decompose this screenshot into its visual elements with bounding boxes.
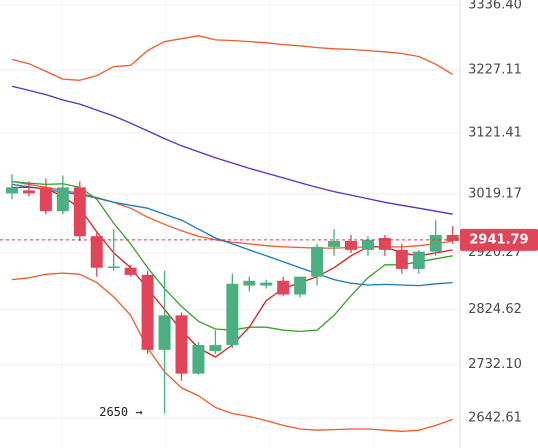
candle-body — [6, 187, 18, 194]
candle-body — [294, 276, 307, 295]
candle — [328, 229, 341, 256]
candle — [39, 178, 52, 215]
candle-body — [446, 235, 459, 241]
candle-body — [361, 239, 374, 250]
candle — [56, 175, 69, 215]
candle-body — [328, 240, 341, 247]
candle — [175, 312, 188, 381]
candle-body — [209, 345, 222, 352]
candle — [158, 270, 171, 414]
candle-body — [260, 282, 273, 286]
candle-body — [345, 240, 357, 250]
candle-body — [311, 246, 324, 277]
candle-body — [39, 187, 52, 212]
candle-body — [124, 267, 137, 275]
candle — [311, 243, 324, 286]
candle — [446, 226, 459, 244]
candle — [345, 235, 357, 253]
current-price-label: 2941.79 — [469, 232, 528, 247]
y-tick-label: 2642.61 — [468, 410, 522, 425]
candle — [141, 270, 154, 354]
indicator-line — [11, 35, 454, 81]
candle-body — [192, 345, 205, 374]
candle-body — [412, 251, 425, 269]
candle — [378, 235, 391, 256]
candle — [277, 276, 290, 296]
candle-body — [22, 190, 35, 194]
candle — [395, 243, 408, 274]
candle-body — [243, 280, 256, 286]
candle-body — [73, 187, 86, 237]
candle — [22, 181, 35, 197]
y-tick-label: 2732.10 — [468, 357, 522, 372]
candle — [107, 229, 120, 271]
candle-body — [107, 266, 120, 269]
candle-body — [429, 235, 442, 252]
candle — [226, 273, 239, 349]
y-tick-label: 3019.17 — [468, 186, 522, 201]
candle — [90, 232, 103, 277]
y-tick-label: 3121.41 — [468, 126, 522, 141]
current-price-layer: 2941.79 — [0, 228, 538, 251]
candle-body — [277, 280, 290, 295]
candle-body — [141, 274, 154, 350]
candle — [243, 276, 256, 292]
y-tick-label: 3227.11 — [468, 63, 522, 78]
candle-body — [158, 315, 171, 350]
candle-body — [378, 237, 391, 250]
candle — [124, 264, 137, 277]
candle-body — [56, 187, 69, 212]
y-tick-label: 3336.40 — [468, 0, 522, 13]
annotation-label: 2650 → — [99, 405, 142, 419]
candle — [429, 220, 442, 256]
candles — [6, 174, 459, 414]
candle-body — [175, 315, 188, 374]
indicator-line — [11, 272, 453, 432]
candle-body — [395, 249, 408, 269]
candle — [192, 342, 205, 375]
candle — [260, 279, 273, 289]
current-price-tag — [460, 228, 538, 251]
candle — [6, 174, 18, 200]
candle — [73, 181, 86, 241]
candle — [209, 330, 222, 354]
y-tick-label: 2824.62 — [468, 302, 522, 317]
indicator-line — [11, 85, 453, 215]
candle-body — [90, 236, 103, 268]
grid-layer — [0, 0, 460, 448]
candle-body — [226, 283, 239, 346]
candle — [412, 249, 425, 274]
candle — [294, 276, 307, 298]
